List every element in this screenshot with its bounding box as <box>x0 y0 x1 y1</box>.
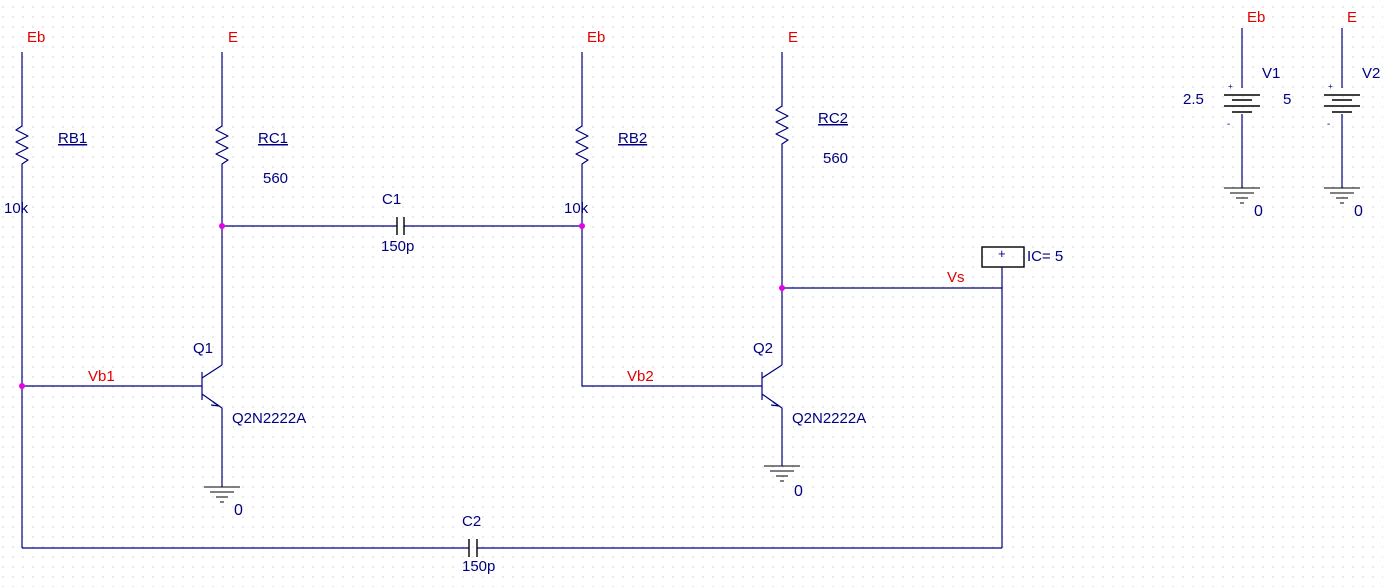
c2-value: 150p <box>462 558 495 575</box>
net-vb2[interactable]: Vb2 <box>627 368 654 385</box>
ground-q2-label: 0 <box>794 483 803 500</box>
ground-v2[interactable]: 0 <box>1324 187 1363 220</box>
resistor-rb1[interactable]: RB1 10k <box>4 122 87 217</box>
v2-value: 5 <box>1283 91 1291 108</box>
transistor-q2[interactable]: Q2 Q2N2222A <box>753 340 866 427</box>
v1-plus: + <box>1228 82 1233 91</box>
ground-q1-label: 0 <box>234 502 243 519</box>
junction-base1 <box>19 383 25 389</box>
ground-v2-label: 0 <box>1354 203 1363 220</box>
ground-q2[interactable]: 0 <box>764 465 803 500</box>
net-eb-v1[interactable]: Eb <box>1247 9 1265 26</box>
capacitor-c2[interactable]: C2 150p <box>462 513 495 575</box>
voltage-source-v2[interactable]: + - V2 5 <box>1283 65 1380 130</box>
net-e-rc1[interactable]: E <box>228 29 238 46</box>
v1-minus: - <box>1227 119 1230 130</box>
v1-ref: V1 <box>1262 65 1280 82</box>
q1-ref: Q1 <box>193 340 213 357</box>
net-eb-rb1[interactable]: Eb <box>27 29 45 46</box>
rb1-ref: RB1 <box>58 130 87 147</box>
rc1-ref: RC1 <box>258 130 288 147</box>
rb2-value: 10k <box>564 200 589 217</box>
junction-collector1 <box>219 223 225 229</box>
transistor-q1[interactable]: Q1 Q2N2222A <box>193 340 306 427</box>
net-e-v2[interactable]: E <box>1347 9 1357 26</box>
q1-model: Q2N2222A <box>232 410 306 427</box>
net-eb-rb2[interactable]: Eb <box>587 29 605 46</box>
voltage-source-v1[interactable]: + - V1 2.5 <box>1183 65 1280 130</box>
resistor-rb2[interactable]: RB2 10k <box>564 122 647 217</box>
c2-ref: C2 <box>462 513 481 530</box>
q2-model: Q2N2222A <box>792 410 866 427</box>
net-vs[interactable]: Vs <box>947 269 965 286</box>
resistor-rc2[interactable]: RC2 560 <box>775 102 848 167</box>
net-e-rc2[interactable]: E <box>788 29 798 46</box>
rc1-value: 560 <box>263 170 288 187</box>
rc2-value: 560 <box>823 150 848 167</box>
rc2-ref: RC2 <box>818 110 848 127</box>
ground-q1[interactable]: 0 <box>204 486 243 519</box>
resistor-rc1[interactable]: RC1 560 <box>215 122 288 187</box>
junction-collector2 <box>779 285 785 291</box>
initial-condition-ic[interactable]: + IC= 5 <box>981 246 1063 288</box>
junctions <box>19 223 785 389</box>
v2-plus: + <box>1328 82 1333 91</box>
ground-v1-label: 0 <box>1254 203 1263 220</box>
v2-ref: V2 <box>1362 65 1380 82</box>
ic-plus-symbol: + <box>998 246 1006 261</box>
v2-minus: - <box>1327 119 1330 130</box>
c1-value: 150p <box>381 238 414 255</box>
v1-value: 2.5 <box>1183 91 1204 108</box>
junction-base2 <box>579 223 585 229</box>
ic-label: IC= 5 <box>1027 248 1063 265</box>
net-vb1[interactable]: Vb1 <box>88 368 115 385</box>
net-labels: Eb E Eb E Eb E Vb1 Vb2 Vs <box>27 9 1357 385</box>
ground-v1[interactable]: 0 <box>1224 187 1263 220</box>
q2-ref: Q2 <box>753 340 773 357</box>
c1-ref: C1 <box>382 191 401 208</box>
capacitor-c1[interactable]: C1 150p <box>381 191 414 255</box>
rb1-value: 10k <box>4 200 29 217</box>
rb2-ref: RB2 <box>618 130 647 147</box>
